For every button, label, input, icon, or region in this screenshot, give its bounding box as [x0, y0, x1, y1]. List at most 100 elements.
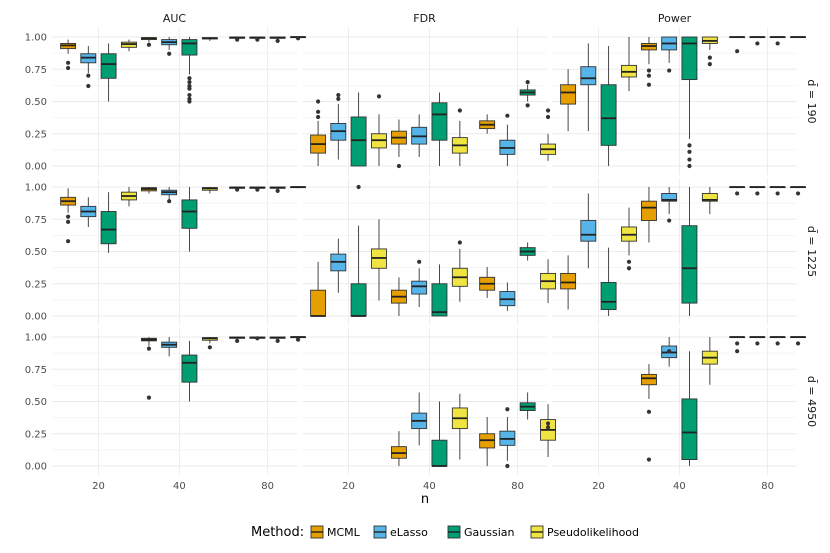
box-elasso	[499, 407, 516, 469]
outlier-point	[667, 218, 672, 223]
box-pseudolikelihood	[701, 337, 718, 385]
legend-item-mcml: MCML	[310, 525, 361, 539]
outlier-point	[525, 103, 530, 108]
outlier-point	[187, 86, 192, 91]
panel-grid: 0.00 0.25 0.50 0.75 1.00 0.00 0.25 0.50 0.75 1.00…	[25, 12, 818, 492]
box-mcml	[729, 36, 746, 54]
outlier-point	[66, 219, 71, 224]
column-strip-label: Power	[658, 12, 692, 25]
box-gaussian	[350, 184, 367, 317]
box	[411, 280, 428, 295]
box	[100, 53, 117, 79]
x-tick-label: 20	[92, 481, 105, 492]
outlier-point	[235, 338, 240, 343]
box	[310, 289, 327, 317]
box-pseudolikelihood	[451, 393, 468, 460]
box-gaussian	[769, 336, 786, 346]
box-mcml	[310, 99, 327, 166]
box-pseudolikelihood	[371, 219, 387, 301]
outlier-point	[86, 73, 91, 78]
box-pseudolikelihood	[621, 207, 637, 271]
legend-label: MCML	[327, 526, 361, 539]
panel-2-2	[552, 328, 797, 475]
box-mcml	[560, 255, 577, 310]
y-tick-label: 1.00	[25, 333, 47, 344]
legend-item-pseudolikelihood: Pseudolikelihood	[530, 525, 639, 539]
box-gaussian	[350, 92, 367, 167]
box-pseudolikelihood	[540, 259, 556, 304]
box	[641, 373, 657, 386]
box-pseudolikelihood	[371, 94, 387, 166]
y-tick-label: 0.00	[25, 462, 47, 473]
outlier-point	[235, 37, 240, 42]
box-pseudolikelihood	[290, 36, 306, 41]
box-elasso	[161, 337, 178, 357]
outlier-point	[255, 336, 260, 341]
box-elasso	[661, 337, 678, 367]
box-elasso	[749, 336, 766, 346]
outlier-point	[687, 157, 692, 162]
outlier-point	[626, 266, 632, 271]
outlier-point	[646, 82, 652, 87]
box-elasso	[661, 36, 678, 73]
outlier-point	[735, 191, 740, 196]
outlier-point	[255, 37, 260, 42]
box-gaussian	[269, 186, 286, 193]
box-mcml	[391, 431, 407, 466]
box-elasso	[249, 36, 266, 42]
outlier-point	[687, 163, 692, 169]
box-elasso	[411, 259, 428, 307]
box	[181, 354, 198, 383]
box-pseudolikelihood	[451, 108, 468, 166]
box	[701, 192, 718, 202]
outlier-point	[376, 94, 382, 99]
outlier-point	[187, 99, 192, 104]
outlier-point	[505, 407, 510, 412]
x-tick-label: 40	[423, 481, 436, 492]
box-gaussian	[181, 37, 198, 104]
panel-2-1	[302, 328, 547, 475]
y-tick-label: 1.00	[25, 183, 47, 194]
box	[560, 84, 577, 105]
outlier-point	[316, 109, 321, 114]
box-elasso	[80, 197, 97, 227]
box-pseudolikelihood	[701, 36, 718, 67]
outlier-point	[755, 341, 760, 346]
box-gaussian	[269, 336, 286, 343]
box-pseudolikelihood	[290, 186, 306, 189]
y-tick-label: 0.50	[25, 97, 47, 108]
x-tick-label: 80	[261, 481, 274, 492]
box-gaussian	[431, 264, 448, 317]
x-tick-label: 80	[761, 481, 774, 492]
y-tick-label: 0.25	[25, 129, 47, 140]
box-elasso	[80, 46, 97, 89]
box	[431, 439, 448, 467]
box	[681, 36, 698, 81]
outlier-point	[295, 36, 301, 41]
box-pseudolikelihood	[790, 186, 806, 196]
box-gaussian	[769, 36, 786, 46]
outlier-point	[646, 409, 652, 414]
box-elasso	[411, 114, 428, 157]
box-mcml	[560, 69, 577, 132]
box-mcml	[641, 187, 657, 243]
box-mcml	[310, 261, 327, 317]
box-gaussian	[519, 242, 536, 261]
box-elasso	[580, 43, 597, 132]
outlier-point	[795, 191, 801, 196]
row-strip-label: d̄ = 190	[805, 79, 818, 123]
outlier-point	[646, 68, 652, 73]
box-pseudolikelihood	[201, 187, 218, 194]
box-gaussian	[681, 36, 698, 169]
outlier-point	[66, 239, 71, 244]
box	[600, 282, 617, 310]
box-elasso	[249, 336, 266, 341]
box-mcml	[229, 186, 246, 192]
box	[100, 211, 117, 245]
column-strip-label: AUC	[163, 12, 187, 25]
outlier-point	[667, 349, 672, 354]
box-elasso	[749, 36, 766, 46]
x-axis-title: n	[421, 492, 429, 507]
box	[560, 272, 577, 290]
outlier-point	[795, 341, 801, 346]
